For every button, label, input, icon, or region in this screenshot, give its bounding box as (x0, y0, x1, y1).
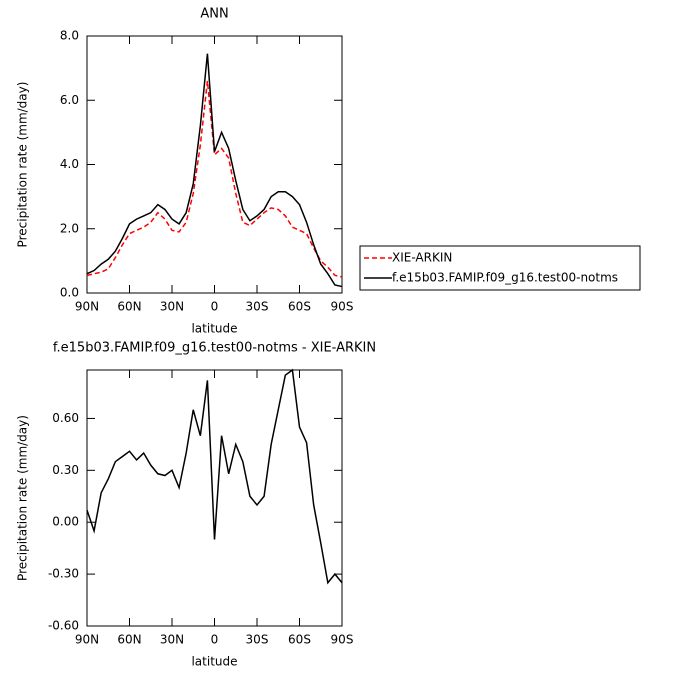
y-tick-label: 0.00 (52, 515, 79, 529)
y-tick-label: 2.0 (60, 221, 79, 235)
x-tick-label: 90N (75, 300, 99, 314)
y-tick-label: 0.30 (52, 463, 79, 477)
y-axis-label: Precipitation rate (mm/day) (16, 415, 30, 581)
x-tick-label: 30N (160, 633, 184, 647)
plot-frame (86, 369, 343, 627)
series-line (86, 368, 343, 585)
series-line (86, 80, 343, 278)
x-tick-label: 30S (246, 633, 269, 647)
legend-box (359, 245, 641, 291)
x-tick-label: 30N (160, 300, 184, 314)
x-tick-label: 0 (211, 633, 219, 647)
legend-label: f.e15b03.FAMIP.f09_g16.test00-notms (392, 271, 618, 285)
x-tick-label: 60N (117, 300, 141, 314)
legend-label: XIE-ARKIN (392, 251, 452, 265)
y-tick-label: 0.0 (60, 286, 79, 300)
plot-frame (86, 35, 343, 294)
x-tick-label: 90S (331, 300, 354, 314)
chart-title: ANN (200, 7, 228, 22)
x-tick-label: 60S (288, 300, 311, 314)
x-tick-label: 60N (117, 633, 141, 647)
x-tick-label: 60S (288, 633, 311, 647)
y-tick-label: -0.60 (48, 619, 79, 633)
y-tick-label: 8.0 (60, 29, 79, 43)
series-line (86, 53, 343, 288)
x-tick-label: 90N (75, 633, 99, 647)
y-tick-label: 0.60 (52, 411, 79, 425)
y-tick-label: 4.0 (60, 157, 79, 171)
x-tick-label: 0 (211, 300, 219, 314)
x-axis-label: latitude (191, 322, 237, 336)
x-axis-label: latitude (191, 655, 237, 669)
x-tick-label: 30S (246, 300, 269, 314)
x-tick-label: 90S (331, 633, 354, 647)
chart-title: f.e15b03.FAMIP.f09_g16.test00-notms - XI… (53, 341, 376, 356)
y-tick-label: 6.0 (60, 93, 79, 107)
y-tick-label: -0.30 (48, 567, 79, 581)
y-axis-label: Precipitation rate (mm/day) (16, 82, 30, 248)
